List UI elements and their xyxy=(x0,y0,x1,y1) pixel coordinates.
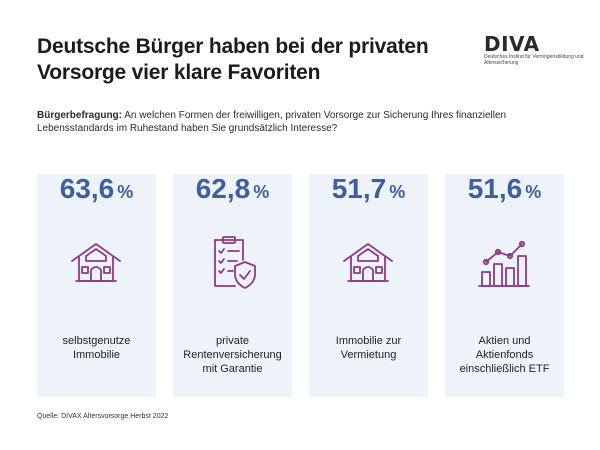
page-title: Deutsche Bürger haben bei der privaten V… xyxy=(37,34,457,86)
result-card: 51,7% Immobilie zur Vermietung xyxy=(309,174,428,397)
card-label: selbstgenutze Immobilie xyxy=(37,334,156,362)
logo-subtitle: Deutsches Institut für Vermögensbildung … xyxy=(484,54,584,66)
percent-sign: % xyxy=(389,182,406,202)
percentage-value: 51,6% xyxy=(445,174,564,204)
percent-sign: % xyxy=(117,182,134,202)
percentage-value: 63,6% xyxy=(37,174,156,204)
survey-question: Bürgerbefragung: An welchen Formen der f… xyxy=(37,109,557,135)
question-text: An welchen Formen der freiwilligen, priv… xyxy=(37,110,507,134)
label-line: selbstgenutze xyxy=(62,335,131,347)
label-line: Vermietung xyxy=(340,349,397,361)
house-icon xyxy=(66,234,126,294)
percentage-number: 51,7 xyxy=(331,173,387,204)
card-label: Aktien und Aktienfonds einschließlich ET… xyxy=(445,334,564,376)
result-card: 62,8% private Ren xyxy=(173,174,292,397)
rising-chart-icon xyxy=(474,234,534,294)
percentage-value: 62,8% xyxy=(173,174,292,204)
insurance-document-icon xyxy=(202,234,262,294)
card-label: private Rentenversicherung mit Garantie xyxy=(173,334,292,376)
percentage-value: 51,7% xyxy=(309,174,428,204)
label-line: Rentenversicherung xyxy=(183,349,282,361)
label-line: Immobilie zur xyxy=(335,335,402,347)
label-line: Aktienfonds xyxy=(475,349,534,361)
percentage-number: 63,6 xyxy=(59,173,115,204)
result-cards: 63,6% selbstgenutze Immobilie xyxy=(37,174,564,397)
diva-logo: DIVA Deutsches Institut für Vermögensbil… xyxy=(484,32,584,72)
title-line-1: Deutsche Bürger haben bei der privaten xyxy=(37,35,429,58)
label-line: Immobilie xyxy=(72,349,121,361)
percent-sign: % xyxy=(525,182,542,202)
label-line: private xyxy=(215,335,250,347)
source-note: Quelle: DIVAX Altersvorsorge Herbst 2022 xyxy=(37,413,169,420)
label-line: mit Garantie xyxy=(202,363,263,375)
label-line: Aktien und xyxy=(478,335,531,347)
logo-wordmark: DIVA xyxy=(484,32,540,56)
question-prefix: Bürgerbefragung: xyxy=(37,110,122,121)
percent-sign: % xyxy=(253,182,270,202)
percentage-number: 62,8 xyxy=(195,173,251,204)
title-line-2: Vorsorge vier klare Favoriten xyxy=(37,61,321,84)
house-icon xyxy=(338,234,398,294)
result-card: 51,6% Aktien und Aktienfonds xyxy=(445,174,564,397)
percentage-number: 51,6 xyxy=(467,173,523,204)
label-line: einschließlich ETF xyxy=(459,363,550,375)
card-label: Immobilie zur Vermietung xyxy=(309,334,428,362)
result-card: 63,6% selbstgenutze Immobilie xyxy=(37,174,156,397)
